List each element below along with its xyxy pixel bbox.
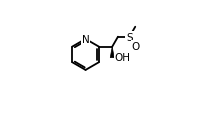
Text: N: N	[82, 35, 89, 45]
Text: S: S	[126, 32, 133, 42]
Text: OH: OH	[114, 53, 130, 63]
Polygon shape	[110, 47, 114, 58]
Text: O: O	[132, 41, 140, 51]
